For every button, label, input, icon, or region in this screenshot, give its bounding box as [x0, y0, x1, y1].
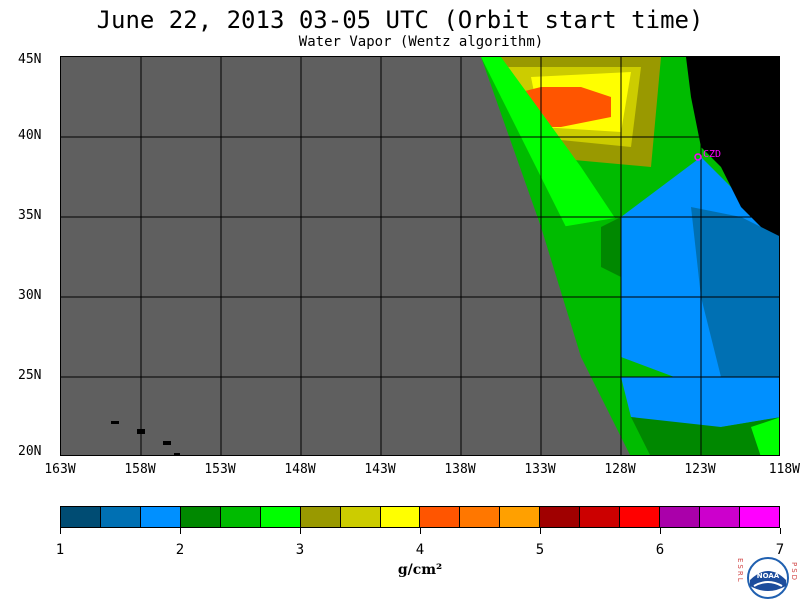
- colorbar-swatch: [700, 507, 740, 527]
- noaa-emblem-icon: NOAA: [747, 557, 789, 599]
- vapor-bright-green-corner: [751, 417, 779, 455]
- colorbar-swatch: [260, 507, 301, 527]
- colorbar-swatch: [140, 507, 181, 527]
- land-north-america: [686, 57, 779, 236]
- water-vapor-map: CZD: [60, 56, 780, 456]
- island: [163, 441, 171, 445]
- colorbar-swatch: [420, 507, 461, 527]
- lat-label: 35N: [18, 208, 42, 223]
- station-label: CZD: [703, 149, 721, 160]
- lon-label: 133W: [524, 462, 556, 477]
- colorbar-tick: [299, 528, 301, 534]
- graticule: [61, 57, 779, 455]
- colorbar-swatch: [300, 507, 341, 527]
- lon-label: 158W: [124, 462, 156, 477]
- island: [174, 453, 180, 455]
- colorbar-swatch: [61, 507, 101, 527]
- colorbar-swatch: [620, 507, 661, 527]
- map-subtitle: Water Vapor (Wentz algorithm): [298, 34, 544, 50]
- colorbar-tick-label: 1: [55, 542, 65, 558]
- lat-label: 30N: [18, 288, 42, 303]
- colorbar-swatch: [580, 507, 621, 527]
- colorbar-swatch: [380, 507, 421, 527]
- lon-label: 128W: [604, 462, 636, 477]
- colorbar-swatch: [540, 507, 581, 527]
- logo-right-text: PSD: [790, 562, 798, 583]
- colorbar-swatch: [340, 507, 381, 527]
- logo-left-text: ESRL: [736, 558, 744, 584]
- lon-label: 153W: [204, 462, 236, 477]
- colorbar-tick: [779, 528, 781, 534]
- colorbar-tick-label: 4: [415, 542, 425, 558]
- colorbar-swatch: [739, 507, 779, 527]
- map-canvas: CZD: [61, 57, 779, 455]
- lon-label: 148W: [284, 462, 316, 477]
- vapor-green-southwest: [631, 417, 779, 455]
- lon-label: 123W: [684, 462, 716, 477]
- colorbar-tick: [659, 528, 661, 534]
- lon-label: 138W: [444, 462, 476, 477]
- lon-label: 118W: [768, 462, 800, 477]
- colorbar-tick-label: 5: [535, 542, 545, 558]
- lat-label: 40N: [18, 128, 42, 143]
- units-label: g/cm²: [397, 562, 443, 578]
- colorbar-swatch: [220, 507, 261, 527]
- colorbar: [60, 506, 780, 528]
- noaa-esrl-logo: ESRL PSD NOAA: [736, 556, 798, 600]
- lon-label: 143W: [364, 462, 396, 477]
- colorbar-tick: [539, 528, 541, 534]
- colorbar-tick: [419, 528, 421, 534]
- colorbar-tick: [59, 528, 61, 534]
- colorbar-tick-label: 7: [775, 542, 785, 558]
- station-marker: [694, 153, 702, 161]
- colorbar-swatch: [460, 507, 501, 527]
- colorbar-swatch: [100, 507, 141, 527]
- vapor-midblue-east: [691, 207, 779, 377]
- colorbar-tick-label: 3: [295, 542, 305, 558]
- colorbar-tick-label: 6: [655, 542, 665, 558]
- lat-label: 45N: [18, 52, 42, 67]
- lat-label: 25N: [18, 368, 42, 383]
- colorbar-swatch: [180, 507, 221, 527]
- map-title: June 22, 2013 03-05 UTC (Orbit start tim…: [96, 6, 704, 34]
- colorbar-tick-label: 2: [175, 542, 185, 558]
- colorbar-tick: [179, 528, 181, 534]
- island: [111, 421, 119, 424]
- logo-emblem-text: NOAA: [757, 572, 780, 580]
- lat-label: 20N: [18, 444, 42, 459]
- colorbar-swatch: [500, 507, 541, 527]
- lon-label: 163W: [44, 462, 76, 477]
- colorbar-swatch: [660, 507, 700, 527]
